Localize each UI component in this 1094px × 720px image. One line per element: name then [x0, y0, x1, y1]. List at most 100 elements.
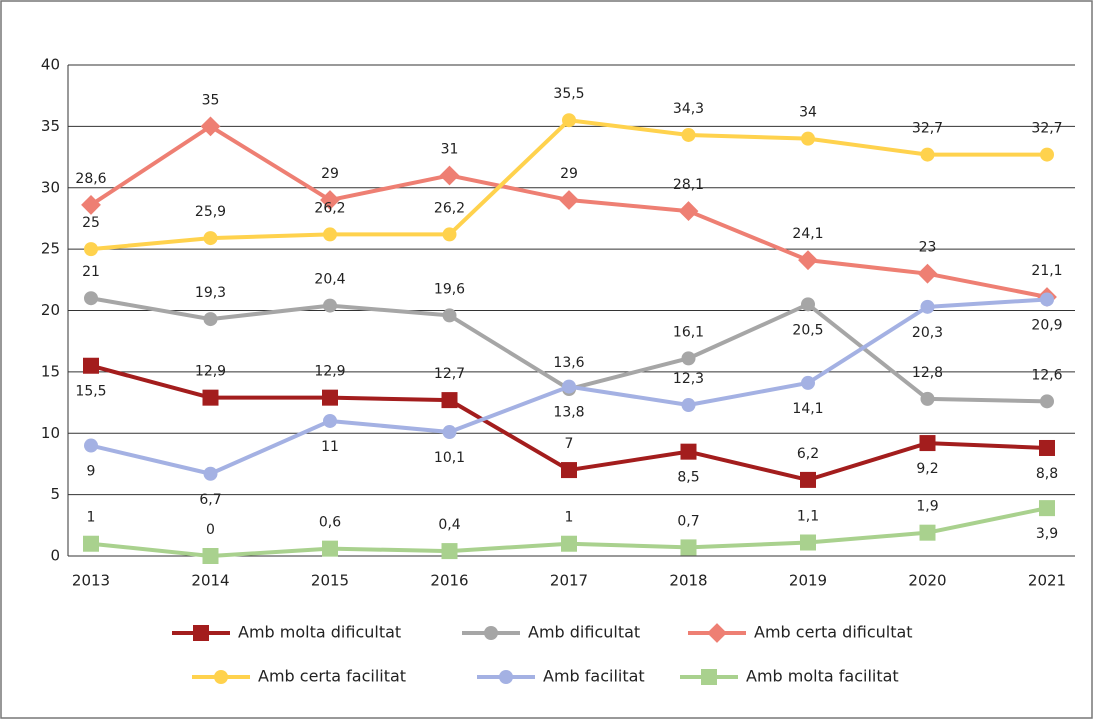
- data-label: 28,1: [673, 177, 704, 193]
- data-point: [1039, 500, 1055, 517]
- data-point: [801, 375, 815, 390]
- data-label: 13,8: [553, 405, 584, 421]
- data-label: 8,5: [677, 470, 699, 486]
- data-label: 19,6: [434, 281, 465, 297]
- data-point: [322, 540, 338, 557]
- data-point: [680, 539, 697, 556]
- legend-label: Amb molta facilitat: [746, 667, 899, 686]
- legend-label: Amb dificultat: [528, 623, 640, 642]
- data-label: 15,5: [75, 384, 106, 400]
- data-label: 12,8: [912, 365, 943, 381]
- data-point: [442, 425, 457, 440]
- y-tick-label: 10: [41, 424, 60, 442]
- data-point: [84, 291, 98, 306]
- data-point: [562, 379, 576, 394]
- data-label: 3,9: [1036, 526, 1058, 542]
- data-label: 0: [206, 522, 215, 538]
- data-point: [919, 435, 936, 452]
- x-tick-label: 2014: [191, 572, 229, 590]
- data-label: 12,7: [434, 366, 465, 382]
- data-label: 13,6: [553, 355, 584, 371]
- data-label: 6,2: [797, 446, 819, 462]
- data-label: 0,7: [677, 513, 699, 529]
- data-point: [323, 298, 337, 313]
- x-tick-label: 2021: [1028, 572, 1066, 590]
- data-label: 25: [82, 215, 100, 231]
- data-label: 34: [799, 105, 817, 121]
- data-label: 29: [321, 166, 339, 182]
- data-label: 24,1: [792, 226, 823, 242]
- data-label: 35,5: [553, 86, 584, 102]
- legend-label: Amb facilitat: [543, 667, 645, 686]
- data-point: [1040, 147, 1054, 162]
- data-point: [920, 299, 935, 314]
- data-point: [439, 165, 460, 186]
- data-label: 21: [82, 264, 100, 280]
- data-point: [323, 413, 337, 428]
- data-label: 11: [321, 439, 339, 455]
- data-label: 1: [87, 510, 96, 526]
- y-tick-label: 20: [41, 301, 60, 319]
- data-point: [562, 113, 576, 128]
- data-label: 20,9: [1031, 317, 1062, 333]
- data-point: [680, 443, 697, 460]
- data-label: 0,6: [319, 515, 341, 531]
- data-point: [200, 116, 221, 137]
- data-point: [1039, 439, 1055, 456]
- legend-marker: [701, 669, 717, 685]
- data-point: [202, 548, 219, 564]
- data-point: [920, 391, 935, 406]
- y-tick-label: 15: [41, 362, 60, 380]
- data-label: 25,9: [195, 204, 226, 220]
- x-tick-label: 2019: [789, 572, 827, 590]
- y-tick-label: 35: [41, 117, 60, 135]
- x-tick-label: 2018: [669, 572, 707, 590]
- legend-marker: [499, 670, 513, 684]
- data-label: 12,9: [314, 364, 345, 380]
- data-label: 9,2: [916, 461, 938, 477]
- data-label: 26,2: [314, 200, 345, 216]
- data-point: [442, 227, 457, 242]
- data-point: [84, 242, 98, 257]
- data-label: 16,1: [673, 324, 704, 340]
- data-point: [202, 389, 219, 406]
- data-point: [323, 227, 337, 242]
- data-label: 12,3: [673, 371, 704, 387]
- data-point: [83, 535, 99, 552]
- data-label: 32,7: [912, 121, 943, 137]
- data-label: 20,3: [912, 325, 943, 341]
- data-point: [681, 398, 696, 413]
- data-label: 19,3: [195, 285, 226, 301]
- data-point: [561, 462, 577, 479]
- legend-marker: [484, 626, 498, 640]
- data-label: 31: [441, 141, 459, 157]
- data-point: [800, 534, 816, 551]
- data-label: 0,4: [438, 517, 460, 533]
- data-label: 10,1: [434, 450, 465, 466]
- data-label: 34,3: [673, 101, 704, 117]
- x-tick-label: 2020: [908, 572, 946, 590]
- y-tick-label: 5: [50, 485, 60, 503]
- data-point: [801, 131, 815, 146]
- data-label: 14,1: [792, 401, 823, 417]
- data-label: 32,7: [1031, 121, 1062, 137]
- data-point: [919, 524, 936, 541]
- legend-marker: [193, 625, 209, 641]
- y-tick-label: 40: [41, 56, 60, 74]
- data-label: 9: [87, 464, 96, 480]
- data-label: 20,4: [314, 272, 345, 288]
- legend-label: Amb certa facilitat: [258, 667, 406, 686]
- data-label: 26,2: [434, 200, 465, 216]
- y-tick-label: 30: [41, 178, 60, 196]
- data-label: 12,6: [1031, 367, 1062, 383]
- data-point: [1040, 292, 1054, 307]
- legend-label: Amb molta dificultat: [238, 623, 401, 642]
- data-label: 1,9: [916, 499, 938, 515]
- data-label: 23: [919, 240, 937, 256]
- data-point: [322, 389, 338, 406]
- data-point: [203, 231, 218, 246]
- data-point: [681, 351, 696, 366]
- data-label: 6,7: [199, 492, 221, 508]
